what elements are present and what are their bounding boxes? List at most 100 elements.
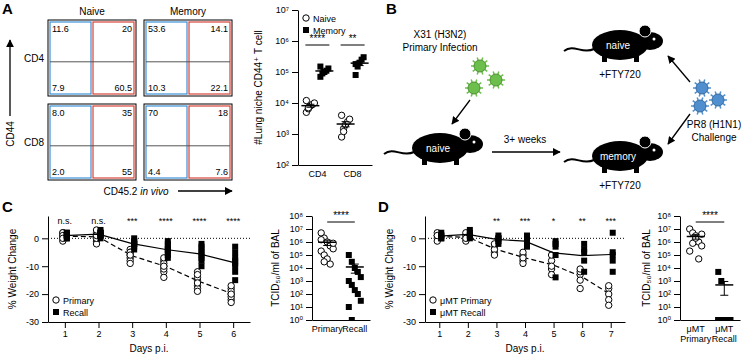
quadrant-label: 22.1 [210, 83, 228, 93]
dot-chart: 10⁰10¹10²10³10⁴10⁵10⁶10⁷10⁸μMTPrimaryμMT… [641, 210, 741, 344]
x-tick: 4 [523, 322, 528, 339]
point [161, 274, 167, 280]
y-tick-label: -10 [403, 262, 416, 272]
mean-line [439, 237, 610, 295]
y-tick: 10¹ [658, 302, 680, 312]
arrow [452, 100, 470, 124]
gate [50, 106, 91, 178]
point [491, 252, 497, 258]
x-tick-label: 2 [466, 329, 471, 339]
y-tick-label: 10² [290, 289, 303, 299]
x-tick: 1 [437, 322, 442, 339]
point [232, 244, 238, 250]
axis-title: TCID₅₀/ml of BAL [270, 229, 281, 307]
y-tick-label: -30 [26, 317, 39, 327]
legend-marker [303, 27, 309, 33]
y-tick: 10⁶ [275, 36, 298, 46]
y-tick: 10⁴ [275, 98, 298, 108]
error-bar [356, 61, 364, 66]
point [340, 128, 346, 134]
x-tick: CD4 [308, 165, 326, 179]
x-tick-label: Primary [312, 324, 343, 334]
x-axis: CD4 CD8 [299, 165, 373, 179]
quadrant-label: 10.3 [148, 83, 166, 93]
y-tick: 10⁴ [289, 263, 312, 273]
y-tick-mark [42, 294, 48, 295]
point [687, 248, 693, 254]
y-tick-mark [42, 322, 48, 323]
x-tick: 2 [466, 322, 471, 339]
x-tick-label: 5 [197, 329, 202, 339]
significance-label: *** [520, 216, 531, 226]
x-tick: μMTPrimary [680, 320, 711, 344]
y-tick-label: 10⁷ [276, 5, 289, 15]
point [353, 61, 359, 67]
arrow [492, 151, 560, 152]
y-tick: -30 [403, 317, 425, 327]
plot-frame [48, 104, 136, 180]
legend-label: μMT Primary [440, 296, 492, 306]
point [524, 233, 530, 239]
x-tick-label: 2 [96, 329, 101, 339]
x-tick-label: 7 [609, 329, 614, 339]
point [199, 249, 205, 255]
gate [93, 22, 134, 94]
point [718, 317, 724, 320]
point [199, 241, 205, 247]
y-tick-mark [292, 41, 298, 42]
quadrant-line [50, 145, 134, 146]
y-tick-mark [306, 281, 312, 282]
y-axis: -30-20-100 [403, 217, 426, 328]
mouse: memory [564, 136, 663, 173]
point [321, 259, 327, 265]
significance-label: ** [493, 216, 501, 226]
arrow [178, 190, 232, 191]
x-tick-label: μMTRecall [712, 324, 737, 344]
flow-plot: 11.6207.960.5 [48, 20, 136, 96]
legend-marker [303, 15, 309, 21]
y-tick: 10² [290, 289, 312, 299]
x-tick: 3 [494, 322, 499, 339]
y-tick-mark [306, 294, 312, 295]
y-tick-mark [419, 238, 425, 239]
point [228, 283, 234, 289]
y-tick: -30 [26, 317, 48, 327]
y-tick-label: 10⁷ [658, 224, 671, 234]
flow-plot: 8.0352.055 [48, 104, 136, 180]
y-tick-label: 10⁶ [657, 237, 671, 247]
significance-label: **** [226, 216, 241, 226]
legend-label: Primary [63, 296, 94, 306]
flow-panel: NaiveMemoryCD4CD811.6207.960.553.614.110… [5, 6, 232, 197]
x-axis: 123456 [49, 322, 251, 339]
y-tick-label: 0 [411, 234, 416, 244]
y-tick-label: 10¹ [290, 302, 303, 312]
point [228, 291, 234, 297]
mouse: naive [564, 25, 663, 62]
point [495, 235, 501, 241]
point [495, 241, 501, 247]
y-tick-label: 10³ [276, 129, 289, 139]
x-tick-label: CD8 [344, 169, 362, 179]
y-tick: 10³ [290, 276, 312, 286]
point [467, 233, 473, 239]
y-tick-label: 10⁸ [657, 211, 671, 221]
point [131, 246, 137, 252]
y-axis-line [48, 217, 49, 323]
y-tick-mark [292, 165, 298, 166]
x-tick-mark [65, 322, 66, 328]
y-tick: 10⁵ [275, 67, 298, 77]
virus [471, 57, 489, 74]
row-title: CD8 [24, 137, 44, 148]
point [64, 233, 70, 239]
mean-line [315, 70, 333, 72]
point [699, 243, 705, 249]
legend-marker [53, 297, 59, 303]
significance-label: *** [127, 216, 138, 226]
y-tick: 10⁸ [657, 211, 680, 221]
point [438, 235, 444, 241]
point [610, 252, 616, 258]
y-tick-label: 10¹ [658, 302, 671, 312]
x-tick: Primary [312, 320, 343, 334]
point [581, 241, 587, 247]
point [553, 252, 559, 258]
